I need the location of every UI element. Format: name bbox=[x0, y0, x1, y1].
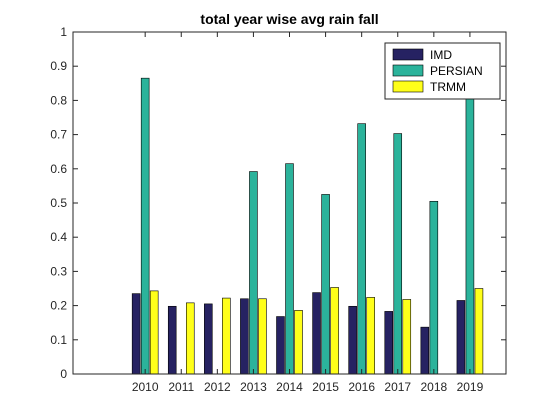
bar-imd-2011 bbox=[167, 305, 177, 375]
plot-frame bbox=[72, 31, 507, 375]
legend-label-trmm: TRMM bbox=[430, 80, 466, 94]
bar-imd-2019 bbox=[456, 300, 466, 375]
bar-imd-2010 bbox=[131, 293, 141, 375]
y-tick-label: 0.6 bbox=[50, 162, 67, 176]
y-tick-label: 0.9 bbox=[50, 59, 67, 73]
x-tick-label: 2010 bbox=[132, 380, 159, 394]
x-tick-label: 2017 bbox=[384, 380, 411, 394]
bar-persian-2017 bbox=[393, 133, 403, 375]
bar-trmm-2017 bbox=[402, 299, 412, 375]
bar-persian-2013 bbox=[249, 171, 258, 375]
bar-persian-2018 bbox=[429, 200, 439, 375]
y-tick-label: 0.7 bbox=[50, 128, 67, 142]
bar-imd-2018 bbox=[420, 326, 430, 375]
legend-swatch-imd bbox=[392, 48, 424, 61]
bar-imd-2016 bbox=[348, 305, 357, 375]
y-tick-label: 0.5 bbox=[50, 196, 67, 210]
bar-trmm-2016 bbox=[366, 297, 375, 375]
bar-persian-2010 bbox=[140, 77, 150, 375]
bar-trmm-2015 bbox=[330, 287, 339, 375]
ticks-group: 0 0.1 0.2 0.3 0.4 0.5 0.6 0.7 0.8 0.9 1 2010 2011 201… bbox=[50, 25, 506, 394]
bar-imd-2017 bbox=[384, 311, 394, 375]
x-tick-label: 2014 bbox=[276, 380, 303, 394]
bar-trmm-2010 bbox=[149, 290, 159, 375]
x-tick-label: 2016 bbox=[348, 380, 375, 394]
bar-trmm-2012 bbox=[222, 297, 231, 375]
y-tick-label: 1 bbox=[60, 25, 67, 39]
bar-imd-2014 bbox=[276, 316, 285, 375]
legend: IMD PERSIAN TRMM bbox=[384, 42, 501, 100]
y-tick-label: 0.1 bbox=[50, 333, 67, 347]
bar-imd-2012 bbox=[204, 303, 213, 375]
x-tick-label: 2013 bbox=[240, 380, 267, 394]
bar-trmm-2014 bbox=[294, 310, 303, 375]
y-tick-label: 0.3 bbox=[50, 264, 67, 278]
bar-trmm-2019 bbox=[474, 288, 484, 375]
chart-title: total year wise avg rain fall bbox=[200, 11, 378, 27]
legend-label-imd: IMD bbox=[430, 48, 452, 62]
y-tick-label: 0.8 bbox=[50, 93, 67, 107]
x-tick-label: 2019 bbox=[457, 380, 484, 394]
x-tick-label: 2011 bbox=[168, 380, 194, 394]
x-tick-label: 2012 bbox=[204, 380, 231, 394]
y-tick-label: 0 bbox=[60, 367, 67, 381]
bar-imd-2013 bbox=[240, 298, 249, 375]
y-tick-label: 0.2 bbox=[50, 299, 67, 313]
bar-persian-2015 bbox=[321, 194, 330, 375]
legend-label-persian: PERSIAN bbox=[430, 64, 483, 78]
bar-trmm-2013 bbox=[258, 298, 267, 375]
bar-trmm-2011 bbox=[186, 302, 195, 375]
y-tick-label: 0.4 bbox=[50, 230, 67, 244]
legend-swatch-trmm bbox=[392, 80, 424, 93]
bar-persian-2019 bbox=[465, 89, 475, 375]
legend-swatch-persian bbox=[392, 64, 424, 77]
x-tick-label: 2015 bbox=[312, 380, 339, 394]
bar-persian-2014 bbox=[285, 163, 294, 375]
x-tick-label: 2018 bbox=[420, 380, 447, 394]
bar-imd-2015 bbox=[312, 292, 321, 375]
bar-persian-2016 bbox=[357, 123, 366, 375]
